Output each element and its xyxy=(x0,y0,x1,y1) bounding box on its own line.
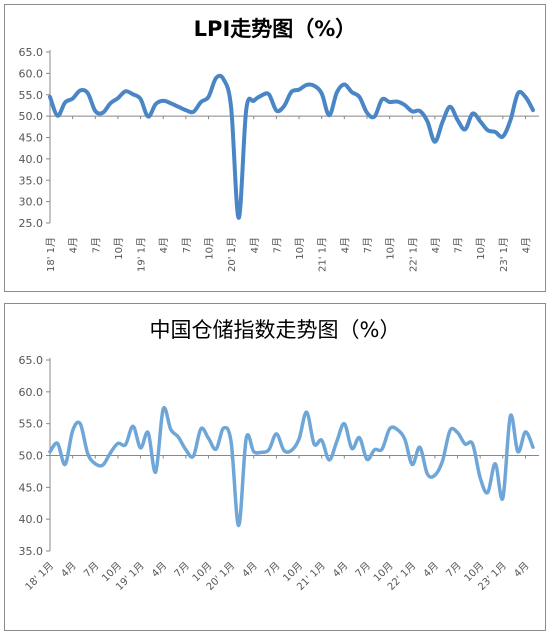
y-tick-label: 50.0 xyxy=(19,450,44,463)
y-tick-label: 65.0 xyxy=(19,46,44,59)
x-tick-label: 4月 xyxy=(158,237,170,253)
x-tick-label: 7月 xyxy=(271,237,283,253)
x-tick-label: 4月 xyxy=(421,560,441,580)
y-tick-label: 45.0 xyxy=(19,481,44,494)
y-tick-label: 35.0 xyxy=(19,174,44,187)
x-tick-label: 7月 xyxy=(453,237,465,253)
x-tick-label: 7月 xyxy=(172,560,192,580)
lpi-chart-panel: LPI走势图（%） 25.0 30.0 35.0 40.0 45.0 50.0 55.0 60… xyxy=(4,4,546,292)
x-tick-label: 7月 xyxy=(362,237,374,253)
warehouse-index-chart-panel: 中国仓储指数走势图（%） 35.0 40.0 45.0 50.0 55.0 60.0 65.… xyxy=(4,303,546,631)
x-tick-label: 7月 xyxy=(90,237,102,253)
x-tick-label: 7月 xyxy=(353,560,373,580)
x-tick-label: 19' 1月 xyxy=(136,237,148,272)
x-tick-label: 7月 xyxy=(262,560,282,580)
x-tick-label: 4月 xyxy=(59,560,79,580)
y-tick-label: 55.0 xyxy=(19,418,44,431)
y-tick-label: 35.0 xyxy=(19,545,44,558)
y-tick-label: 45.0 xyxy=(19,132,44,145)
x-tick-label: 10月 xyxy=(475,237,487,260)
series-line xyxy=(48,405,535,528)
x-tick-label: 10月 xyxy=(385,237,397,260)
chart-title: 中国仓储指数走势图（%） xyxy=(149,318,401,342)
x-tick-label: 10月 xyxy=(294,237,306,260)
x-tick-label: 4月 xyxy=(430,237,442,253)
y-tick-label: 40.0 xyxy=(19,513,44,526)
y-tick-label: 40.0 xyxy=(19,153,44,166)
x-tick-label: 23' 1月 xyxy=(498,237,510,272)
x-tick-label: 4月 xyxy=(240,560,260,580)
x-tick-label: 20' 1月 xyxy=(226,237,238,272)
y-tick-label: 30.0 xyxy=(19,196,44,209)
series-line xyxy=(48,73,535,220)
x-tick-label: 4月 xyxy=(330,560,350,580)
x-tick-label: 10月 xyxy=(203,237,215,260)
x-tick-label: 4月 xyxy=(249,237,261,253)
x-tick-label: 4月 xyxy=(339,237,351,253)
y-tick-label: 60.0 xyxy=(19,67,44,80)
y-tick-label: 65.0 xyxy=(19,354,44,367)
x-tick-label: 4月 xyxy=(68,237,80,253)
x-tick-label: 4月 xyxy=(520,237,532,253)
y-tick-label: 60.0 xyxy=(19,386,44,399)
lpi-chart-plot: 25.0 30.0 35.0 40.0 45.0 50.0 55.0 60.0 65.0 18' … xyxy=(19,46,539,272)
x-tick-label: 4月 xyxy=(149,560,169,580)
y-tick-label: 25.0 xyxy=(19,217,44,230)
warehouse-index-chart-plot: 35.040.045.050.055.060.065.018' 1月 4月 7月10… xyxy=(19,354,539,593)
y-tick-label: 50.0 xyxy=(19,110,44,123)
x-tick-label: 10月 xyxy=(113,237,125,260)
y-tick-label: 55.0 xyxy=(19,89,44,102)
x-tick-label: 7月 xyxy=(181,237,193,253)
x-tick-label: 21' 1月 xyxy=(317,237,329,272)
x-tick-label: 18' 1月 xyxy=(23,560,56,593)
x-tick-label: 4月 xyxy=(512,560,532,580)
chart-title: LPI走势图（%） xyxy=(193,17,357,41)
x-tick-label: 18' 1月 xyxy=(45,237,57,272)
x-tick-label: 7月 xyxy=(81,560,101,580)
x-tick-label: 7月 xyxy=(444,560,464,580)
x-tick-label: 22' 1月 xyxy=(407,237,419,272)
